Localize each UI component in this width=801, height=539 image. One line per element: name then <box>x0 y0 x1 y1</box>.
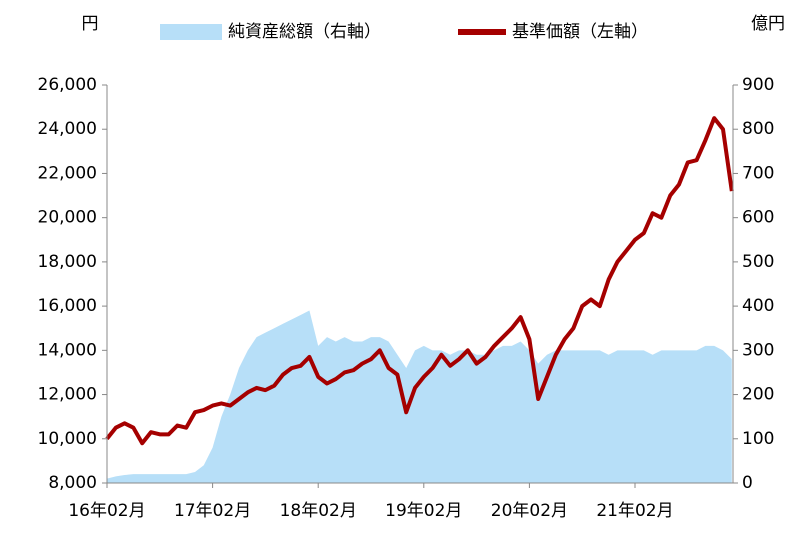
x-tick-label: 18年02月 <box>280 501 357 521</box>
x-tick-label: 20年02月 <box>491 501 568 521</box>
y-tick-label: 16,000 <box>38 296 97 316</box>
y2-tick-label: 700 <box>742 163 774 183</box>
y2-tick-label: 600 <box>742 208 774 228</box>
y2-tick-label: 500 <box>742 252 774 272</box>
y-tick-label: 20,000 <box>38 208 97 228</box>
x-tick-label: 21年02月 <box>596 501 673 521</box>
x-tick-label: 16年02月 <box>68 501 145 521</box>
y2-tick-label: 400 <box>742 296 774 316</box>
y-axis-label: 円 <box>82 14 99 34</box>
y-tick-label: 12,000 <box>38 385 97 405</box>
y2-axis-label: 億円 <box>751 14 785 34</box>
y2-tick-label: 800 <box>742 119 774 139</box>
x-tick-label: 17年02月 <box>174 501 251 521</box>
y-tick-label: 14,000 <box>38 340 97 360</box>
y-tick-label: 18,000 <box>38 252 97 272</box>
y-tick-label: 26,000 <box>38 75 97 95</box>
y-tick-label: 8,000 <box>48 473 97 493</box>
legend-swatch <box>160 24 222 40</box>
y2-tick-label: 200 <box>742 385 774 405</box>
y2-tick-label: 900 <box>742 75 774 95</box>
y-tick-label: 10,000 <box>38 429 97 449</box>
y-tick-label: 24,000 <box>38 119 97 139</box>
area <box>107 310 732 483</box>
legend-label: 純資産総額（右軸） <box>228 22 381 42</box>
line <box>105 116 734 446</box>
y2-tick-label: 100 <box>742 429 774 449</box>
y-tick-label: 22,000 <box>38 163 97 183</box>
y2-tick-label: 0 <box>742 473 753 493</box>
legend-label: 基準価額（左軸） <box>512 22 648 42</box>
y2-tick-label: 300 <box>742 340 774 360</box>
x-tick-label: 19年02月 <box>385 501 462 521</box>
